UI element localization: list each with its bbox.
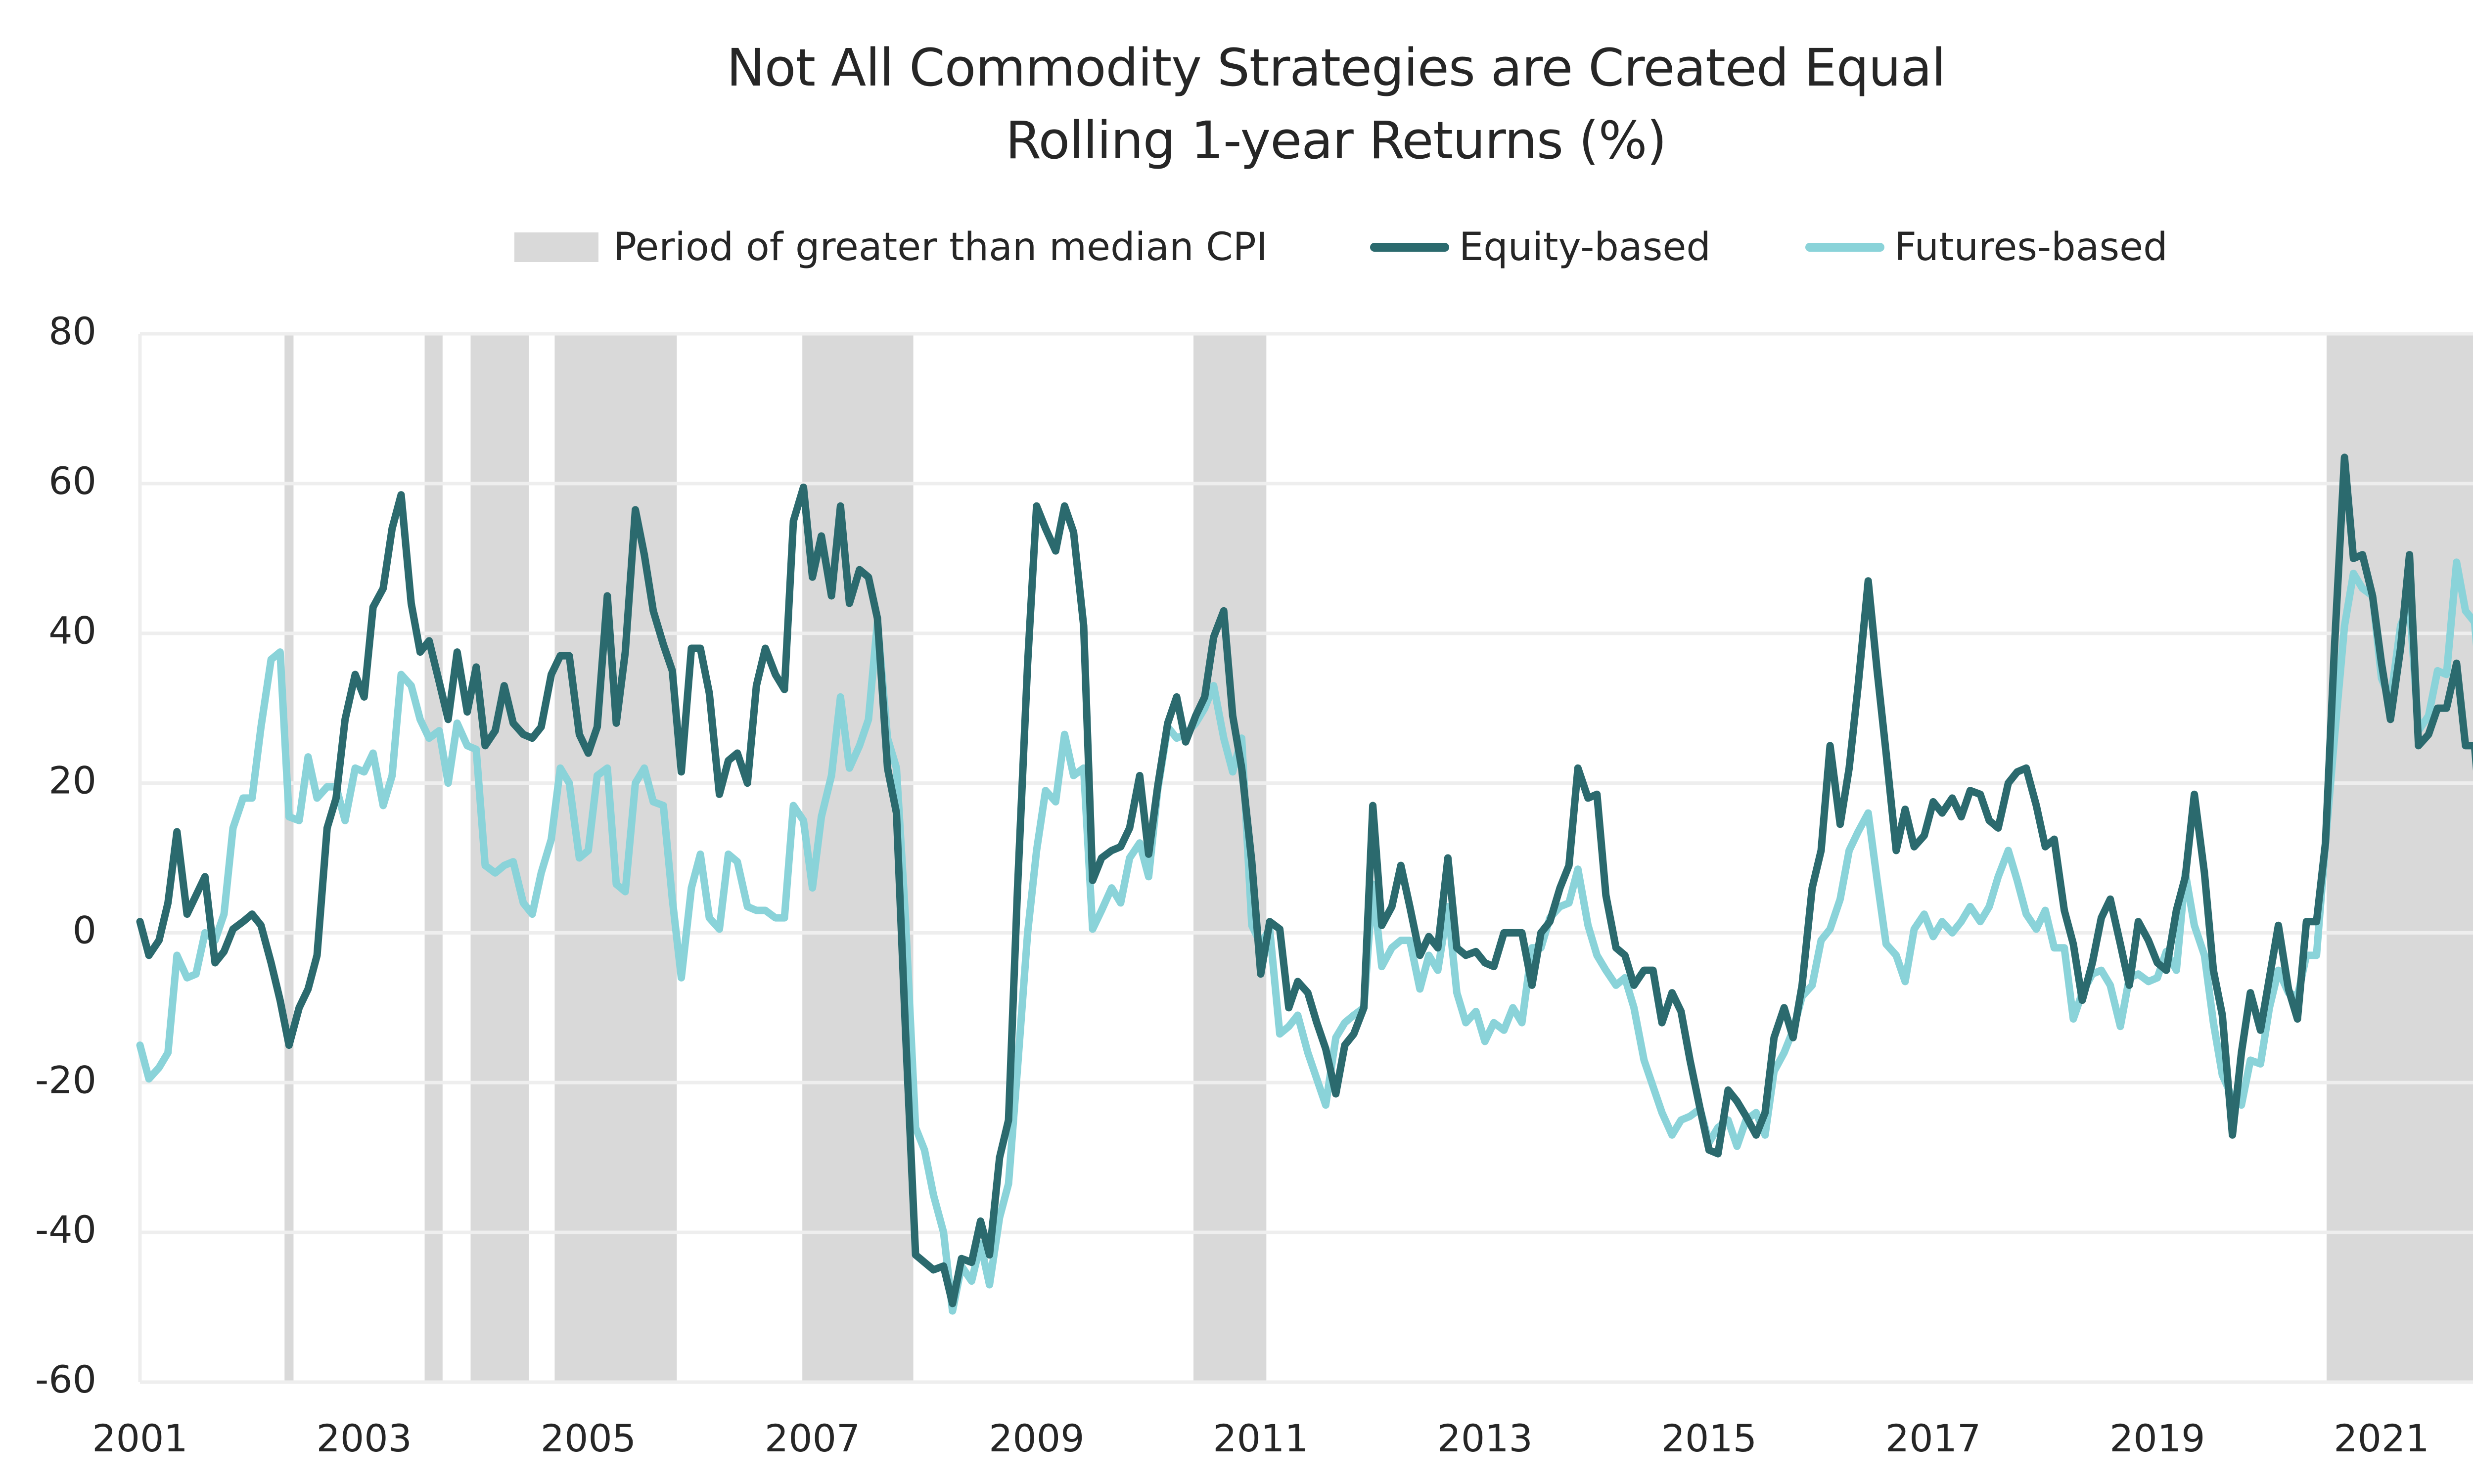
x-tick-label: 2015 bbox=[1661, 1416, 1757, 1460]
x-tick-label: 2013 bbox=[1437, 1416, 1532, 1460]
cpi-shaded-period bbox=[424, 334, 443, 1382]
y-tick-label: 60 bbox=[48, 459, 96, 503]
x-tick-label: 2005 bbox=[541, 1416, 636, 1460]
y-tick-label: -20 bbox=[35, 1058, 96, 1102]
x-tick-label: 2019 bbox=[2109, 1416, 2205, 1460]
legend-item-futures: Futures-based bbox=[1805, 218, 2168, 277]
y-tick-label: 40 bbox=[48, 609, 96, 653]
legend-label-cpi: Period of greater than median CPI bbox=[613, 225, 1268, 270]
y-tick-label: 20 bbox=[48, 759, 96, 803]
x-tick-label: 2009 bbox=[989, 1416, 1084, 1460]
y-axis: 80 60 40 20 0 -20 -40 -60 bbox=[35, 309, 96, 1401]
chart-subtitle: Rolling 1-year Returns (%) bbox=[1005, 110, 1667, 171]
y-tick-label: -40 bbox=[35, 1208, 96, 1252]
legend-swatch-cpi bbox=[514, 232, 598, 262]
x-tick-label: 2011 bbox=[1213, 1416, 1308, 1460]
y-tick-label: 80 bbox=[48, 309, 96, 353]
chart-title: Not All Commodity Strategies are Created… bbox=[726, 38, 1946, 98]
y-tick-label: 0 bbox=[73, 908, 96, 952]
x-tick-label: 2017 bbox=[1885, 1416, 1981, 1460]
x-tick-label: 2021 bbox=[2334, 1416, 2429, 1460]
x-tick-label: 2007 bbox=[765, 1416, 860, 1460]
series-line-futures bbox=[136, 558, 2473, 1315]
legend-swatch-futures bbox=[1805, 243, 1884, 252]
legend-item-cpi: Period of greater than median CPI bbox=[514, 218, 1268, 277]
x-tick-label: 2001 bbox=[92, 1416, 187, 1460]
series-lines bbox=[136, 453, 2473, 1315]
legend-label-equity: Equity-based bbox=[1459, 225, 1711, 270]
y-tick-label: -60 bbox=[35, 1357, 96, 1401]
cpi-shaded-period bbox=[470, 334, 529, 1382]
series-line-equity bbox=[136, 453, 2473, 1307]
cpi-shaded-period bbox=[1193, 334, 1267, 1382]
legend-item-equity: Equity-based bbox=[1370, 218, 1711, 277]
legend-swatch-equity bbox=[1370, 243, 1449, 252]
legend-label-futures: Futures-based bbox=[1894, 225, 2168, 270]
x-tick-label: 2003 bbox=[316, 1416, 412, 1460]
cpi-shaded-period bbox=[284, 334, 294, 1382]
x-axis: 2001 2003 2005 2007 2009 2011 2013 2015 2017 2019… bbox=[92, 1416, 2429, 1460]
legend: Period of greater than median CPI Equity… bbox=[0, 218, 2473, 277]
